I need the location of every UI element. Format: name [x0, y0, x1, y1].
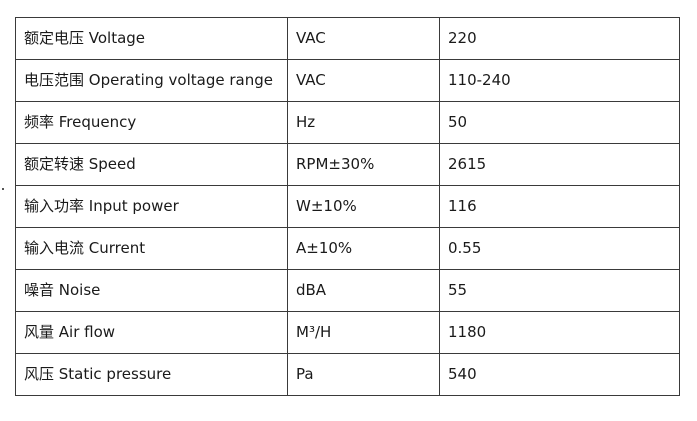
table-row: 噪音 Noise dBA 55	[15, 269, 680, 312]
value-cell: 116	[439, 185, 680, 228]
unit-cell: M³/H	[287, 311, 440, 354]
table-row: 输入功率 Input power W±10% 116	[15, 185, 680, 228]
value-cell: 0.55	[439, 227, 680, 270]
spec-table: 额定电压 Voltage VAC 220 电压范围 Operating volt…	[15, 17, 680, 396]
parameter-cell: 噪音 Noise	[15, 269, 288, 312]
parameter-cell: 输入电流 Current	[15, 227, 288, 270]
unit-cell: W±10%	[287, 185, 440, 228]
unit-cell: Hz	[287, 101, 440, 144]
table-row: 风量 Air flow M³/H 1180	[15, 311, 680, 354]
table-row: 输入电流 Current A±10% 0.55	[15, 227, 680, 270]
table-row: 电压范围 Operating voltage range VAC 110-240	[15, 59, 680, 102]
unit-cell: RPM±30%	[287, 143, 440, 186]
table-row: 额定电压 Voltage VAC 220	[15, 17, 680, 60]
parameter-cell: 额定电压 Voltage	[15, 17, 288, 60]
table-row: 额定转速 Speed RPM±30% 2615	[15, 143, 680, 186]
value-cell: 110-240	[439, 59, 680, 102]
table-row: 风压 Static pressure Pa 540	[15, 353, 680, 396]
parameter-cell: 风量 Air flow	[15, 311, 288, 354]
value-cell: 50	[439, 101, 680, 144]
unit-cell: VAC	[287, 17, 440, 60]
value-cell: 220	[439, 17, 680, 60]
unit-cell: VAC	[287, 59, 440, 102]
value-cell: 55	[439, 269, 680, 312]
parameter-cell: 电压范围 Operating voltage range	[15, 59, 288, 102]
unit-cell: Pa	[287, 353, 440, 396]
unit-cell: dBA	[287, 269, 440, 312]
table-row: 频率 Frequency Hz 50	[15, 101, 680, 144]
value-cell: 2615	[439, 143, 680, 186]
parameter-cell: 额定转速 Speed	[15, 143, 288, 186]
parameter-cell: 风压 Static pressure	[15, 353, 288, 396]
edge-dot	[2, 188, 4, 190]
parameter-cell: 输入功率 Input power	[15, 185, 288, 228]
value-cell: 1180	[439, 311, 680, 354]
unit-cell: A±10%	[287, 227, 440, 270]
value-cell: 540	[439, 353, 680, 396]
parameter-cell: 频率 Frequency	[15, 101, 288, 144]
